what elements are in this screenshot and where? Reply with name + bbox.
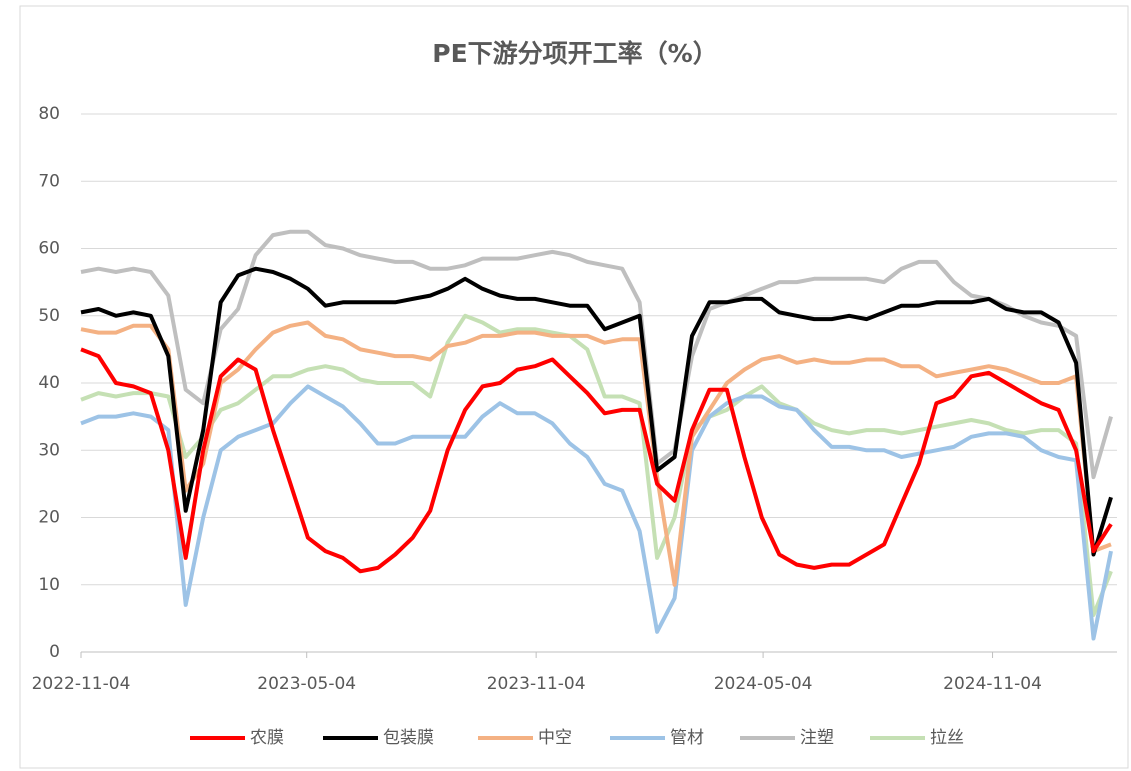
y-tick-label: 60 (38, 239, 60, 259)
series-line (80, 313, 1113, 617)
legend-label: 注塑 (800, 728, 834, 748)
series-line (80, 266, 1113, 557)
legend-label: 拉丝 (930, 728, 964, 748)
y-tick-label: 0 (49, 642, 60, 662)
series-line (80, 384, 1113, 641)
y-tick-label: 70 (38, 171, 60, 191)
y-tick-label: 30 (38, 440, 60, 460)
y-tick-label: 50 (38, 306, 60, 326)
series-line (80, 347, 1113, 574)
x-tick-label: 2024-05-04 (714, 674, 813, 694)
chart-title: PE下游分项开工率（%） (432, 39, 717, 68)
chart-frame (19, 5, 1129, 769)
series-line (80, 229, 1113, 480)
y-tick-label: 40 (38, 373, 60, 393)
legend-label: 包装膜 (383, 728, 434, 748)
x-tick-label: 2023-11-04 (487, 674, 586, 694)
x-tick-label: 2022-11-04 (32, 674, 131, 694)
legend-label: 中空 (538, 728, 572, 748)
series-line (80, 320, 1112, 587)
y-tick-label: 20 (38, 508, 60, 528)
x-tick-label: 2024-11-04 (943, 674, 1042, 694)
legend-label: 农膜 (250, 728, 284, 748)
x-tick-label: 2023-05-04 (257, 674, 356, 694)
legend-label: 管材 (670, 728, 704, 748)
y-tick-label: 80 (38, 104, 60, 124)
y-tick-label: 10 (38, 575, 60, 595)
